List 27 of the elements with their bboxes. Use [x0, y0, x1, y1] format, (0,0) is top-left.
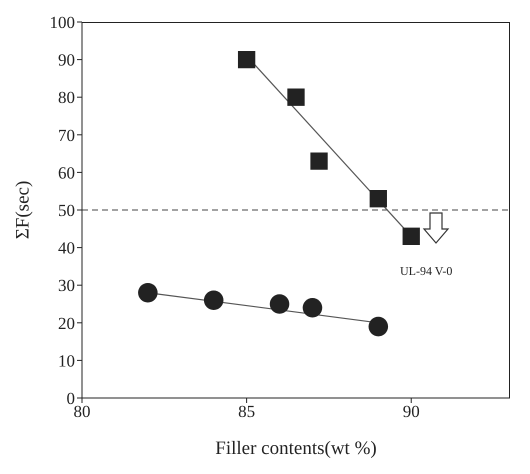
y-tick-label: 60: [58, 163, 75, 182]
point: [368, 316, 388, 336]
y-tick-label: 30: [58, 276, 75, 296]
point: [270, 294, 290, 314]
x-tick-label: 80: [74, 402, 90, 422]
y-tick-label: 0: [66, 389, 75, 408]
point: [204, 290, 224, 310]
y-tick-label: 70: [58, 126, 75, 145]
y-tick-label: 80: [58, 88, 75, 108]
point: [310, 152, 328, 170]
x-tick-label: 85: [238, 402, 256, 422]
y-tick-label: 90: [58, 50, 75, 70]
y-tick-label: 100: [50, 13, 75, 32]
y-tick-label: 20: [58, 314, 75, 333]
y-tick-label: 10: [58, 351, 75, 370]
annotation: UL-94 V-0: [400, 264, 452, 279]
point: [402, 228, 420, 245]
x-tick-label: 90: [402, 402, 420, 422]
y-axis-title: ΣF(sec): [12, 180, 34, 240]
point: [302, 298, 322, 318]
point: [287, 88, 305, 106]
x-axis-title: Filler contents(wt %): [215, 438, 377, 459]
point: [138, 282, 158, 302]
y-tick-label: 40: [58, 238, 75, 258]
point: [238, 50, 256, 68]
y-tick-label: 50: [58, 201, 75, 220]
point: [370, 190, 387, 208]
